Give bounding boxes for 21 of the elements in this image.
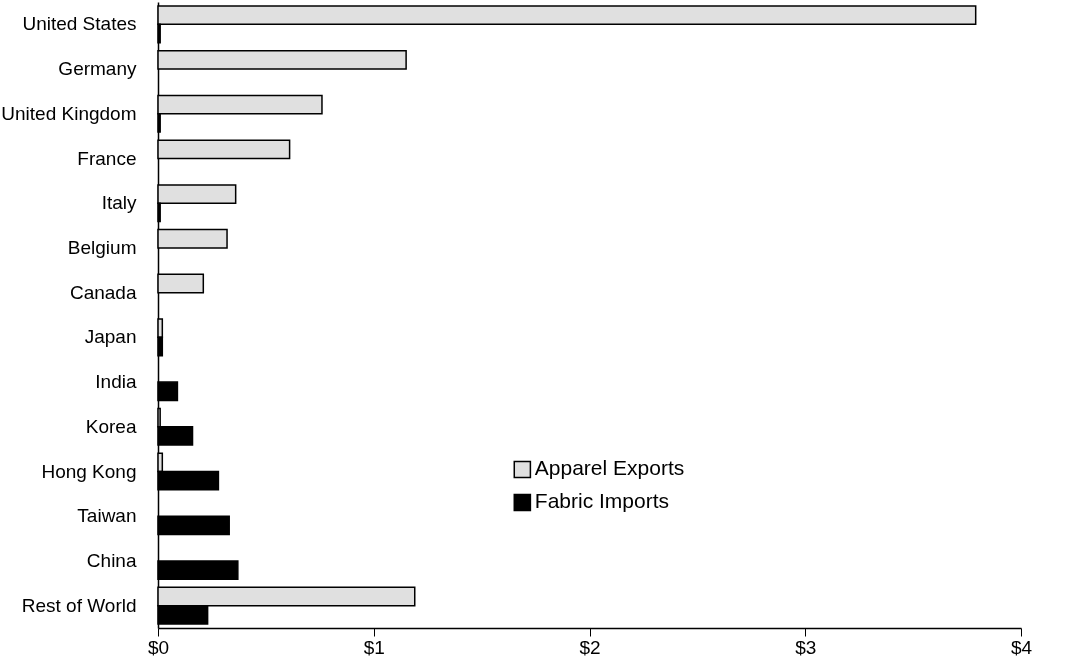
y-tick-label: India xyxy=(95,371,137,393)
y-tick-label: Italy xyxy=(101,192,137,214)
x-tick-label: $0 xyxy=(147,636,170,658)
x-tick-label: $3 xyxy=(795,636,817,658)
y-tick-label: Taiwan xyxy=(77,505,137,527)
y-tick-label: Hong Kong xyxy=(41,460,137,482)
legend-label: Apparel Exports xyxy=(534,456,685,480)
x-tick-label: $1 xyxy=(363,636,385,658)
legend-label: Fabric Imports xyxy=(534,489,670,513)
y-tick-label: Canada xyxy=(69,281,137,303)
y-tick-label: Germany xyxy=(58,58,137,80)
y-tick-label: France xyxy=(77,147,137,169)
y-tick-label: Rest of World xyxy=(21,594,137,616)
x-tick-label: $2 xyxy=(579,636,601,658)
x-tick-label: $4 xyxy=(1010,636,1033,658)
y-tick-label: Korea xyxy=(85,415,137,437)
y-tick-label: Japan xyxy=(84,326,137,348)
y-tick-label: United States xyxy=(22,13,137,35)
y-tick-label: China xyxy=(86,549,137,571)
y-tick-label: United Kingdom xyxy=(1,102,137,124)
y-tick-label: Belgium xyxy=(67,236,137,258)
